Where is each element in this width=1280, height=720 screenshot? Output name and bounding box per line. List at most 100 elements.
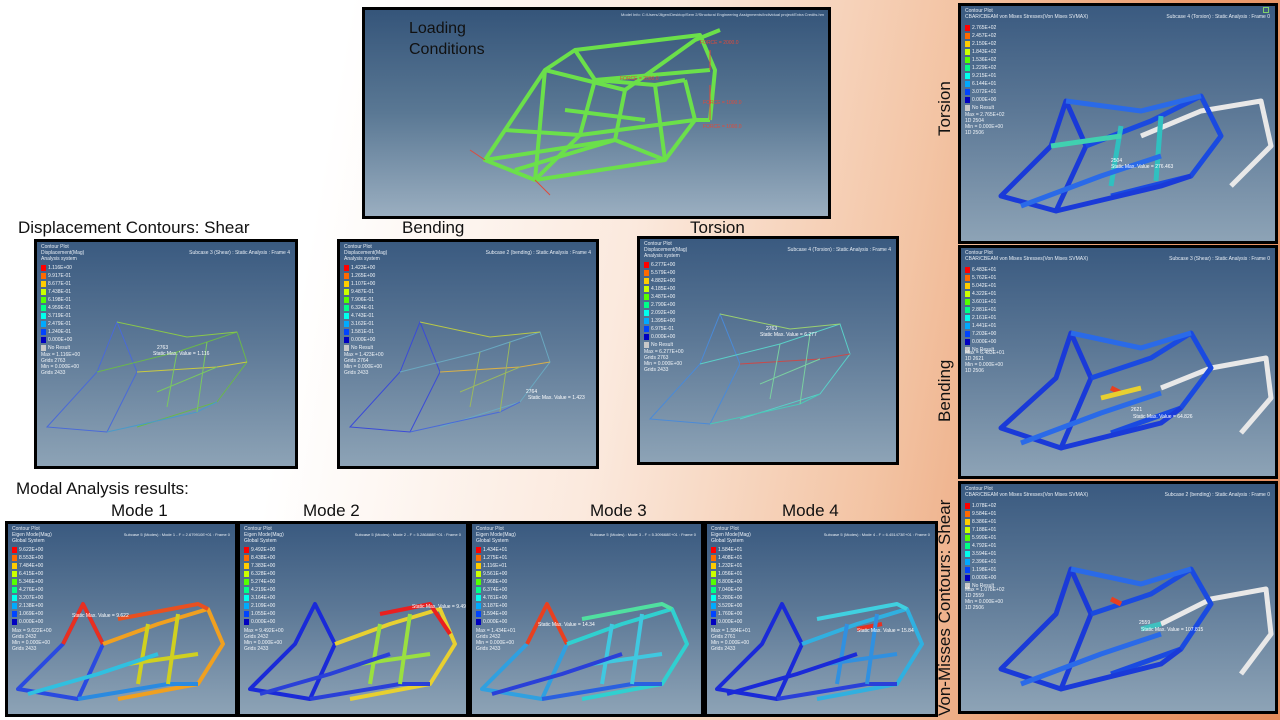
legend-swatch xyxy=(344,288,349,295)
max-value-tag: Static Max. Value = 6.277 xyxy=(760,332,817,338)
panel-result: CBAR/CBEAM von Mises Stresses(Von Mises … xyxy=(965,492,1089,498)
legend-row: 4.219E+00 xyxy=(244,586,275,593)
panel-title: Contour Plot xyxy=(965,250,993,256)
panel-result: CBAR/CBEAM von Mises Stresses(Von Mises … xyxy=(965,14,1089,20)
legend-row: 6.328E+00 xyxy=(244,570,275,577)
legend-swatch xyxy=(644,269,649,276)
legend-swatch xyxy=(965,56,970,63)
panel-stats: Max = 1.423E+00 Grids 2764 Min = 0.000E+… xyxy=(344,352,384,376)
vm-shear-label: Von-Misses Contours: Shear xyxy=(935,499,954,716)
frame-wireframe xyxy=(998,330,1274,451)
displacement-torsion-panel: Contour Plot Displacement(Mag) Analysis sy… xyxy=(637,236,899,465)
panel-result: Eigen Mode(Mag) xyxy=(476,532,516,538)
panel-stats: Max = 1.434E+01 Grids 2432 Min = 0.000E+… xyxy=(476,628,516,652)
legend-row: 1.423E+00 xyxy=(344,264,375,271)
legend-value: 9.561E+00 xyxy=(483,570,508,577)
legend-row: 3.187E+00 xyxy=(476,602,507,609)
panel-title: Contour Plot xyxy=(476,526,504,532)
legend-row: 0.000E+00 xyxy=(644,333,675,340)
legend-value: 7.484E+00 xyxy=(19,562,44,569)
legend-swatch xyxy=(476,562,481,569)
legend-value: 1.536E+02 xyxy=(972,56,997,63)
contour-legend: 1.434E+01 1.275E+01 1.116E+01 9.561E+00 7.96… xyxy=(476,546,507,625)
legend-row: 4.743E-01 xyxy=(344,312,375,319)
legend-swatch xyxy=(644,285,649,292)
legend-no-result: No Result xyxy=(965,346,996,353)
legend-swatch xyxy=(476,594,481,601)
legend-swatch xyxy=(476,586,481,593)
legend-row: 1.116E+01 xyxy=(476,562,507,569)
legend-value: 4.743E-01 xyxy=(351,312,375,319)
max-value-tag: Static Max. Value = 14.34 xyxy=(538,622,595,628)
panel-subcase: Subcase 4 (Torsion) : Static Analysis : … xyxy=(787,247,891,253)
legend-swatch xyxy=(41,272,46,279)
contour-legend: 1.078E+02 9.584E+01 8.386E+01 7.188E+01 5.99… xyxy=(965,502,996,589)
legend-row: 0.000E+00 xyxy=(476,618,507,625)
legend-row: 1.275E+01 xyxy=(476,554,507,561)
legend-swatch xyxy=(965,322,970,329)
legend-value: 3.162E-01 xyxy=(351,320,375,327)
legend-value: 5.579E+00 xyxy=(651,269,676,276)
model-path: Model Info: C:/Users/Jilgen/Desktop/Sem … xyxy=(621,12,824,17)
legend-value: 8.677E-01 xyxy=(48,280,72,287)
panel-stats: Max = 9.622E+00 Grids 2432 Min = 0.000E+… xyxy=(12,628,52,652)
legend-value: 2.479E-01 xyxy=(48,320,72,327)
legend-value: 3.719E-01 xyxy=(48,312,72,319)
legend-row: 1.265E+00 xyxy=(344,272,375,279)
legend-swatch xyxy=(644,301,649,308)
legend-value: 5.274E+00 xyxy=(251,578,276,585)
legend-swatch xyxy=(476,610,481,617)
legend-swatch xyxy=(244,570,249,577)
node-id: 2764 xyxy=(526,389,538,395)
legend-value: 7.438E-01 xyxy=(48,288,72,295)
vm-bending-panel: Contour Plot CBAR/CBEAM von Mises Stresse… xyxy=(958,245,1278,479)
panel-system: Analysis system xyxy=(644,253,680,259)
legend-value: 3.601E+01 xyxy=(972,298,997,305)
contour-legend: 6.277E+00 5.579E+00 4.882E+00 4.185E+00 3.48… xyxy=(644,261,675,348)
legend-row: 5.579E+00 xyxy=(644,269,675,276)
vm-bending-label: Bending xyxy=(935,359,954,422)
legend-row: 4.882E+00 xyxy=(644,277,675,284)
legend-swatch xyxy=(41,320,46,327)
legend-swatch xyxy=(244,586,249,593)
legend-row: 1.116E+00 xyxy=(41,264,72,271)
panel-result: Displacement(Mag) xyxy=(644,247,688,253)
panel-subcase: Subcase 5 (Modes) : Mode 1 - F = 2.67991… xyxy=(123,532,230,537)
frame-wireframe xyxy=(16,602,225,701)
frame-wireframe xyxy=(348,320,551,433)
legend-swatch xyxy=(41,328,46,335)
panel-subcase: Subcase 2 (bending) : Static Analysis : … xyxy=(485,250,591,256)
legend-row: 5.762E+01 xyxy=(965,274,996,281)
legend-swatch xyxy=(12,546,17,553)
force-label-2: FORCE = 1000.0 xyxy=(703,100,742,106)
legend-value: 9.584E+01 xyxy=(972,510,997,517)
max-value-tag: Static Max. Value = 276.463 xyxy=(1111,164,1174,170)
displacement-bending-panel: Contour Plot Displacement(Mag) Analysis sy… xyxy=(337,239,599,469)
legend-value: 1.395E+00 xyxy=(651,317,676,324)
legend-value: 0.000E+00 xyxy=(651,333,676,340)
legend-row: 6.374E+00 xyxy=(476,586,507,593)
legend-row: 7.203E+00 xyxy=(965,330,996,337)
legend-value: 8.386E+01 xyxy=(972,518,997,525)
legend-value: 1.116E+00 xyxy=(48,264,72,271)
legend-swatch xyxy=(965,526,970,533)
legend-value: No Result xyxy=(972,104,994,111)
frame-wireframe xyxy=(648,312,851,425)
legend-row: 2.109E+00 xyxy=(244,602,275,609)
mode3-heading: Mode 3 xyxy=(590,501,647,520)
legend-swatch xyxy=(965,510,970,517)
legend-value: 4.882E+00 xyxy=(651,277,676,284)
legend-value: 6.415E+00 xyxy=(19,570,44,577)
legend-row: 7.383E+00 xyxy=(244,562,275,569)
torsion-heading: Torsion xyxy=(690,218,745,237)
panel-stats: Max = 1.116E+00 Grids 2763 Min = 0.000E+… xyxy=(41,352,81,376)
legend-row: 5.346E+00 xyxy=(12,578,43,585)
vm-torsion-panel: Contour Plot CBAR/CBEAM von Mises Stresse… xyxy=(958,3,1278,244)
legend-row: 2.138E+00 xyxy=(12,602,43,609)
legend-value: 1.078E+02 xyxy=(972,502,997,509)
legend-row: 0.000E+00 xyxy=(344,336,375,343)
legend-swatch xyxy=(12,610,17,617)
legend-swatch xyxy=(711,602,716,609)
legend-row: 9.561E+00 xyxy=(476,570,507,577)
legend-swatch xyxy=(965,574,970,581)
